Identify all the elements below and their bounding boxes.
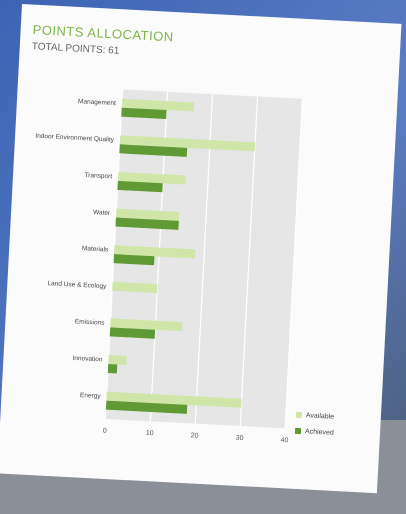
card: POINTS ALLOCATION TOTAL POINTS: 61 0 10 20… <box>0 4 402 494</box>
y-tick-label: Energy <box>80 392 102 400</box>
bar <box>107 364 118 374</box>
bar <box>109 327 156 339</box>
legend-swatch <box>295 411 303 419</box>
chart-subtitle: TOTAL POINTS: 61 <box>31 41 120 57</box>
bar <box>105 400 188 414</box>
legend-swatch <box>294 427 302 435</box>
y-tick-label: Indoor Environment Quality <box>35 133 115 144</box>
y-tick-label: Land Use & Ecology <box>47 280 107 290</box>
x-tick-label: 40 <box>280 437 288 444</box>
y-tick-label: Water <box>93 209 111 217</box>
x-tick-label: 20 <box>191 432 199 439</box>
y-tick-label: Materials <box>82 245 109 253</box>
grid-line <box>284 98 304 429</box>
y-tick-label: Emissions <box>75 318 106 327</box>
x-tick-label: 0 <box>103 428 107 435</box>
bar <box>117 180 163 193</box>
bar <box>121 98 195 112</box>
bar <box>112 281 158 294</box>
bar <box>106 391 242 408</box>
y-tick-label: Innovation <box>72 355 103 364</box>
chart-title: POINTS ALLOCATION <box>32 22 174 44</box>
bar <box>113 254 155 266</box>
bar <box>110 318 183 332</box>
legend-label: Achieved <box>305 428 334 437</box>
bar <box>119 144 188 157</box>
bar <box>119 135 256 152</box>
bar <box>108 355 127 365</box>
bar <box>121 107 167 120</box>
y-tick-label: Transport <box>84 172 112 180</box>
bar <box>114 245 196 259</box>
y-tick-label: Management <box>78 98 116 107</box>
bar <box>117 171 186 185</box>
x-tick-label: 10 <box>146 430 154 437</box>
bar <box>115 208 180 221</box>
legend-label: Available <box>306 412 335 420</box>
bar <box>115 217 179 230</box>
x-tick-label: 30 <box>235 435 243 442</box>
